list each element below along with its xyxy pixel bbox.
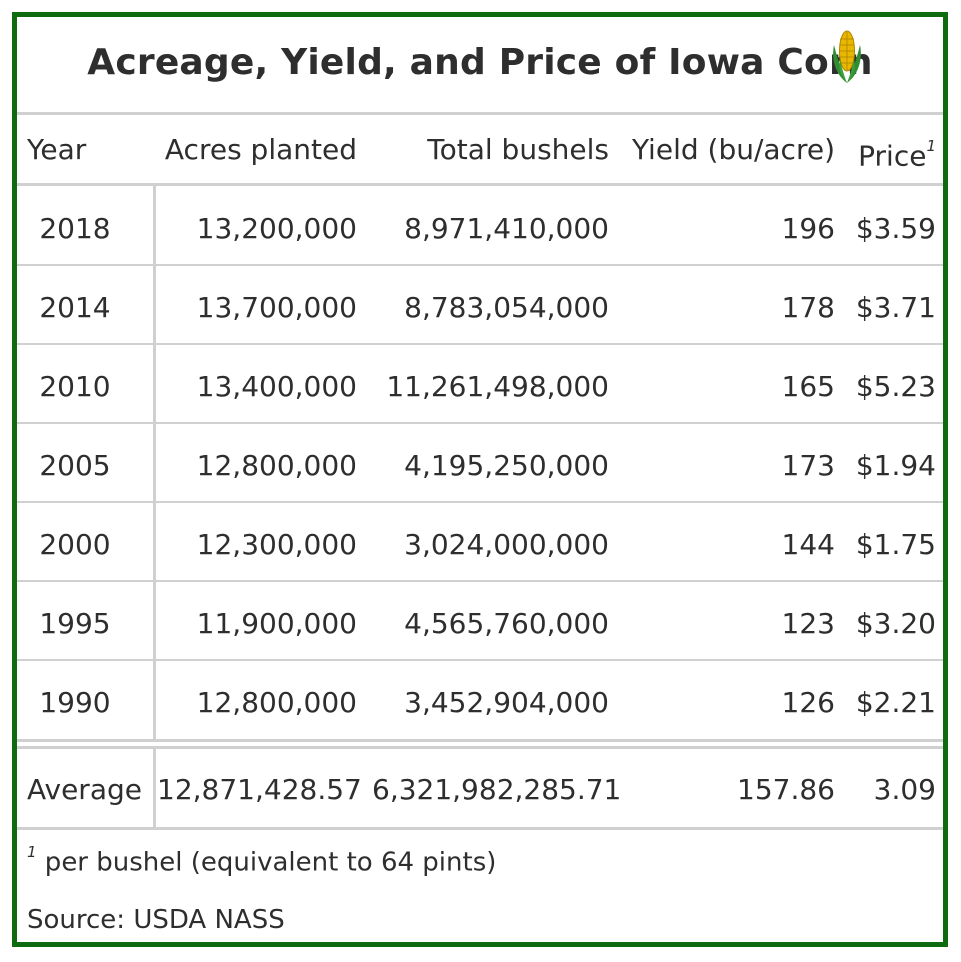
source-note: Source: USDA NASS — [27, 905, 285, 935]
cell-price: $3.20 — [855, 607, 936, 640]
cell-yield: 178 — [781, 291, 835, 324]
header-price: Price1 — [858, 137, 936, 173]
header-year: Year — [27, 133, 87, 166]
cell-year: 1990 — [39, 686, 111, 719]
cell-price: $1.75 — [855, 528, 936, 561]
average-label: Average — [27, 773, 142, 806]
corn-icon — [833, 30, 861, 83]
cell-year: 2014 — [39, 291, 111, 324]
cell-acres: 12,300,000 — [196, 528, 357, 561]
cell-acres: 13,200,000 — [196, 212, 357, 245]
cell-acres: 11,900,000 — [196, 607, 357, 640]
cell-bushels: 8,971,410,000 — [404, 212, 609, 245]
cell-bushels: 4,195,250,000 — [404, 449, 609, 482]
footnote: 1 per bushel (equivalent to 64 pints) — [27, 843, 497, 878]
cell-yield: 144 — [781, 528, 835, 561]
cell-acres: 13,700,000 — [196, 291, 357, 324]
average-yield: 157.86 — [737, 773, 835, 806]
cell-year: 1995 — [39, 607, 111, 640]
cell-year: 2005 — [39, 449, 111, 482]
footnote-marker: 1 — [926, 137, 936, 155]
header-acres: Acres planted — [164, 133, 357, 166]
cell-yield: 123 — [781, 607, 835, 640]
cell-acres: 13,400,000 — [196, 370, 357, 403]
average-acres: 12,871,428.57 — [157, 773, 362, 806]
cell-bushels: 3,452,904,000 — [404, 686, 609, 719]
cell-yield: 165 — [781, 370, 835, 403]
cell-price: $3.71 — [855, 291, 936, 324]
cell-yield: 126 — [781, 686, 835, 719]
cell-price: $3.59 — [855, 212, 936, 245]
header-bushels: Total bushels — [427, 133, 609, 166]
header-yield: Yield (bu/acre) — [631, 133, 835, 166]
cell-price: $2.21 — [855, 686, 936, 719]
cell-bushels: 4,565,760,000 — [404, 607, 609, 640]
cell-yield: 173 — [781, 449, 835, 482]
cell-bushels: 3,024,000,000 — [404, 528, 609, 561]
cell-year: 2018 — [39, 212, 111, 245]
cell-yield: 196 — [781, 212, 835, 245]
cell-price: $5.23 — [855, 370, 936, 403]
average-price: 3.09 — [873, 773, 936, 806]
cell-acres: 12,800,000 — [196, 686, 357, 719]
cell-year: 2010 — [39, 370, 111, 403]
average-bushels: 6,321,982,285.71 — [372, 773, 622, 806]
cell-acres: 12,800,000 — [196, 449, 357, 482]
cell-bushels: 8,783,054,000 — [404, 291, 609, 324]
cell-year: 2000 — [39, 528, 111, 561]
table-frame: Acreage, Yield, and Price of Iowa Corn Y… — [12, 12, 948, 947]
table-title: Acreage, Yield, and Price of Iowa Corn — [87, 42, 873, 83]
cell-price: $1.94 — [855, 449, 936, 482]
cell-bushels: 11,261,498,000 — [386, 370, 609, 403]
